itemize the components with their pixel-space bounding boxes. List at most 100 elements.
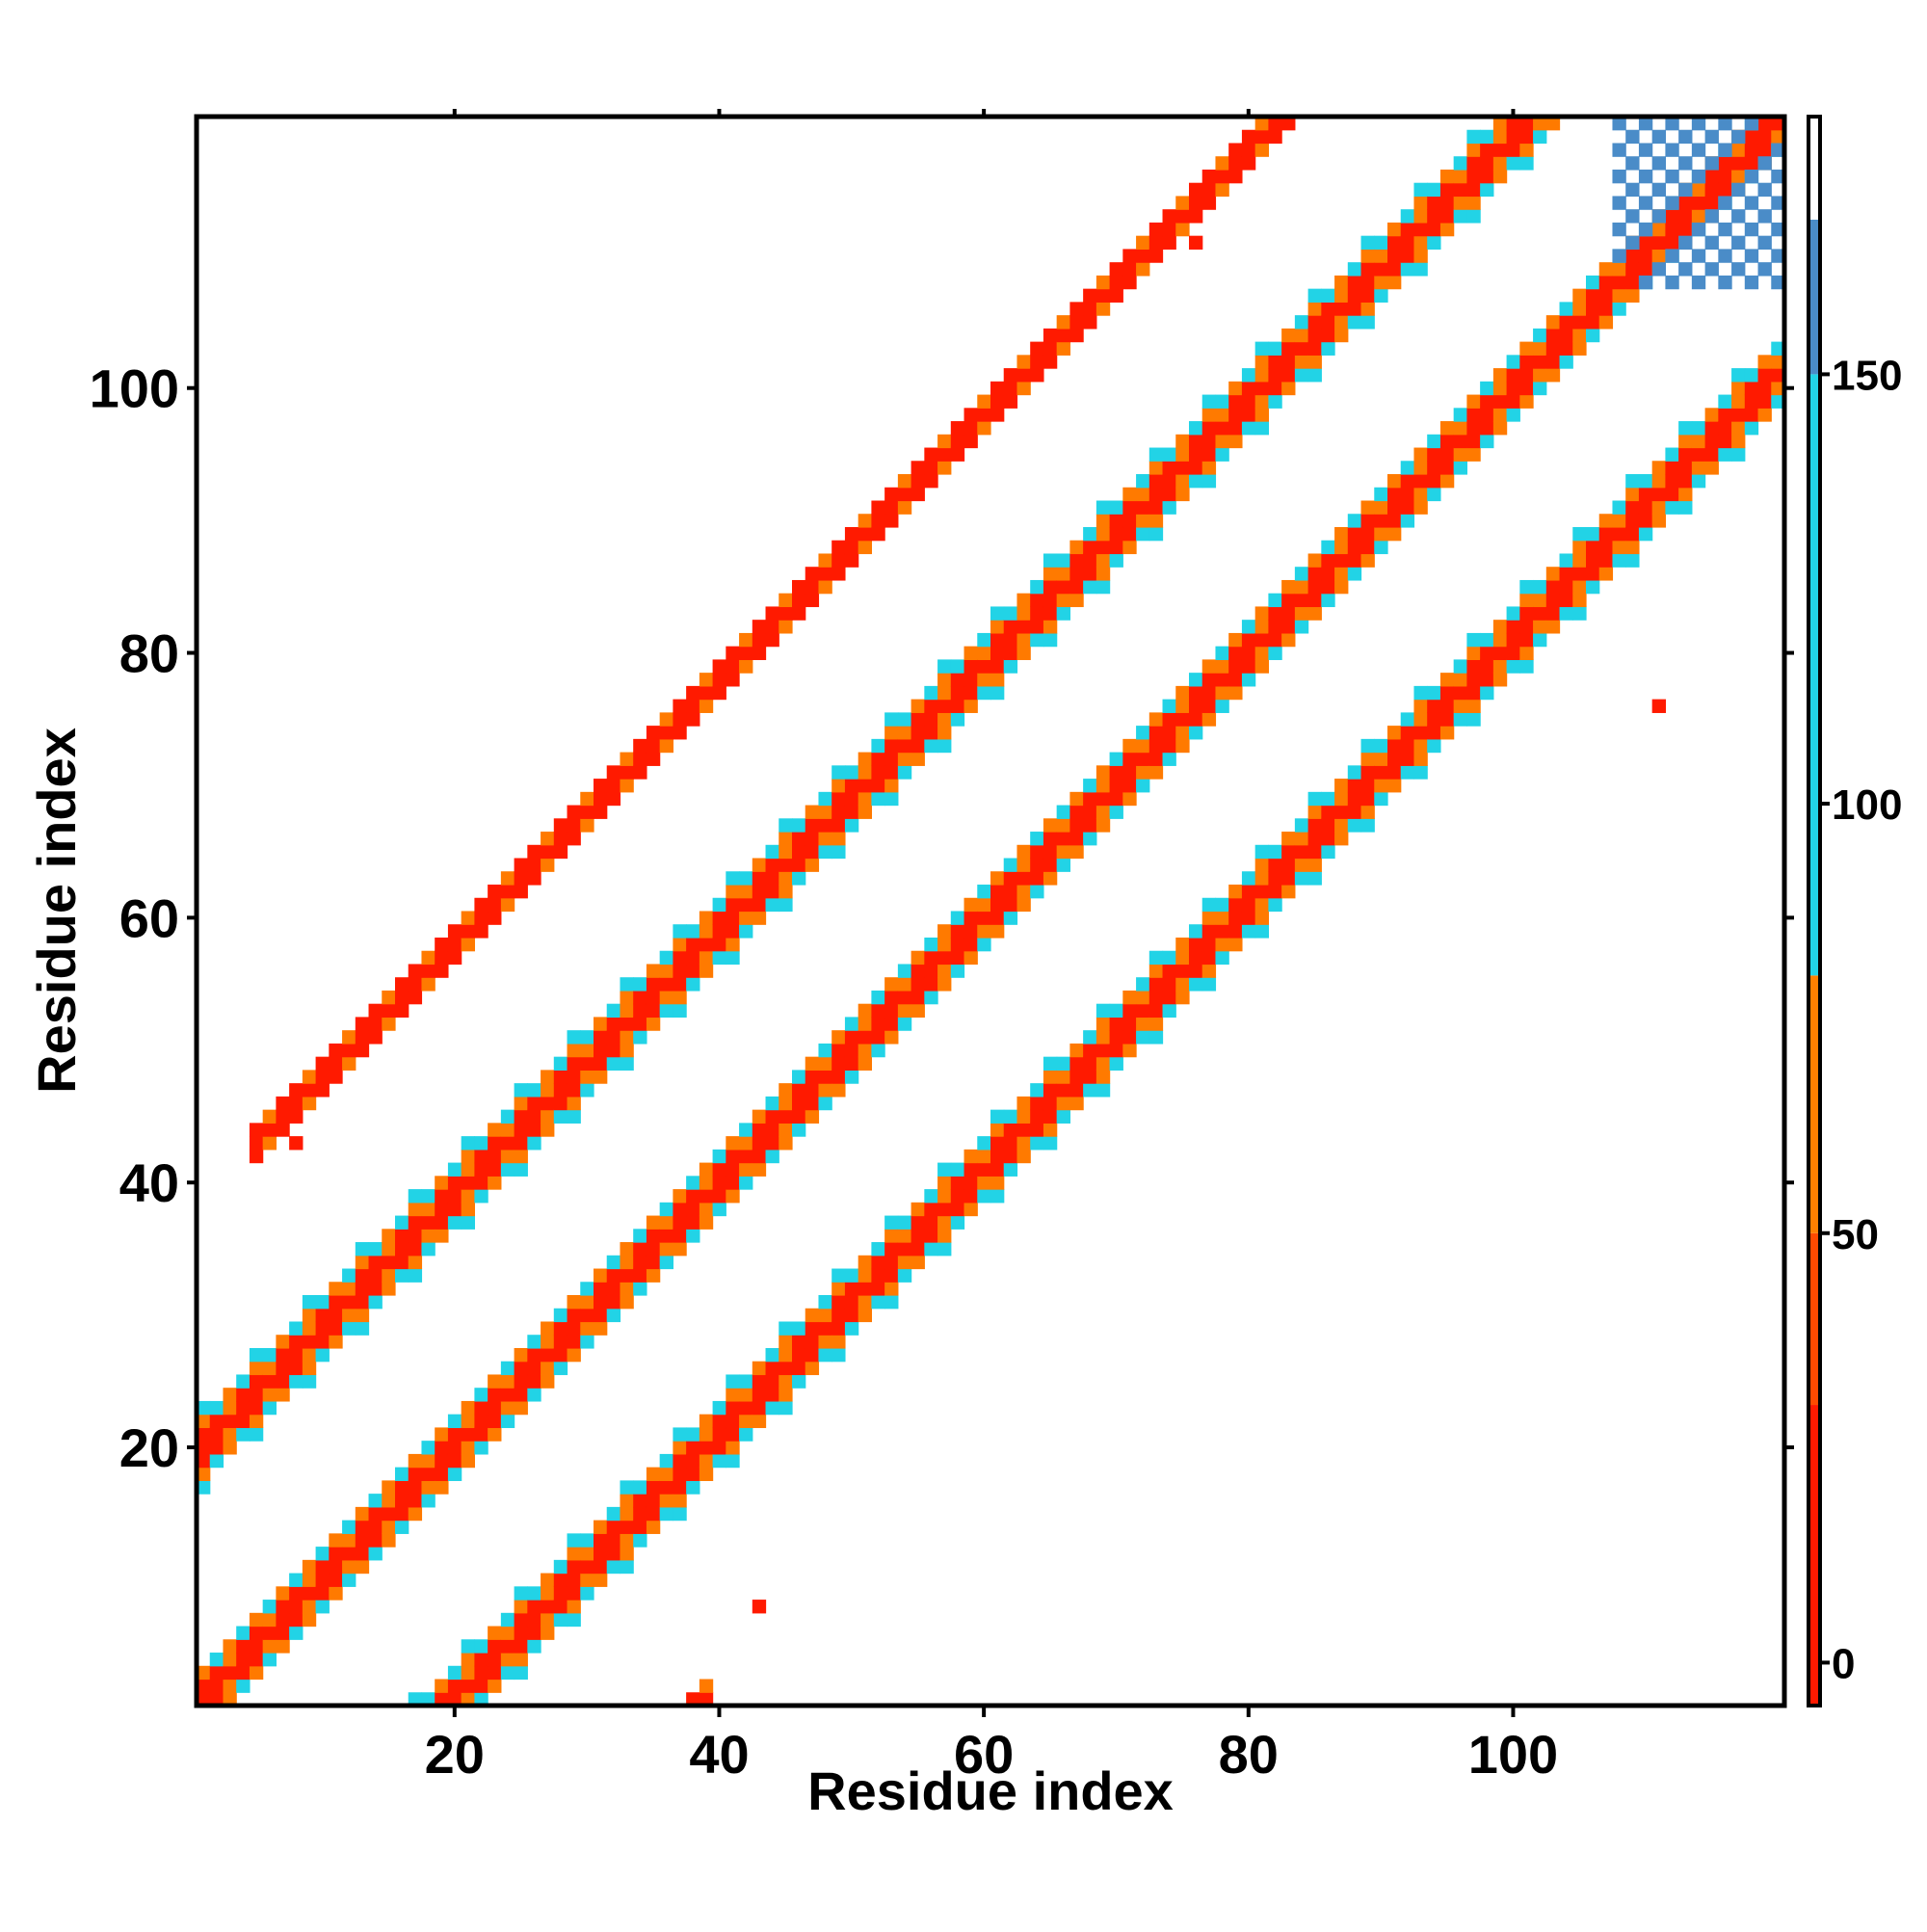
- heatmap-cell: [1360, 779, 1375, 793]
- heatmap-cell: [977, 659, 991, 674]
- heatmap-cell: [659, 726, 673, 740]
- heatmap-cell: [924, 474, 938, 489]
- heatmap-cell: [408, 1229, 423, 1243]
- heatmap-cell: [368, 1003, 383, 1019]
- heatmap-cell: [329, 1559, 343, 1575]
- heatmap-cell: [1228, 156, 1243, 171]
- heatmap-cell: [1480, 182, 1494, 198]
- heatmap-cell: [1162, 209, 1176, 224]
- heatmap-cell: [1003, 885, 1018, 899]
- heatmap-cell: [262, 1626, 277, 1640]
- heatmap-cell: [315, 1586, 330, 1601]
- heatmap-cell: [832, 1043, 846, 1058]
- heatmap-cell: [1189, 950, 1203, 966]
- heatmap-cell: [1095, 302, 1111, 316]
- heatmap-cell: [236, 1679, 251, 1693]
- heatmap-cell: [541, 832, 555, 846]
- heatmap-cell: [1678, 196, 1693, 210]
- heatmap-cell: [553, 1070, 568, 1084]
- heatmap-cell: [620, 752, 634, 766]
- heatmap-cell: [236, 1400, 251, 1416]
- heatmap-cell: [1704, 129, 1719, 145]
- heatmap-cell: [461, 1453, 475, 1469]
- heatmap-cell: [1360, 275, 1375, 290]
- heatmap-cell: [488, 885, 502, 899]
- y-tick-label: 60: [119, 887, 179, 948]
- heatmap-cell: [779, 606, 793, 621]
- heatmap-cell: [765, 858, 779, 872]
- heatmap-cell: [209, 1414, 224, 1429]
- heatmap-cell: [302, 1347, 317, 1363]
- heatmap-cell: [1241, 885, 1256, 899]
- heatmap-cell: [990, 685, 1005, 701]
- heatmap-cell: [1095, 1030, 1111, 1045]
- heatmap-cell: [262, 1639, 277, 1654]
- heatmap-cell: [1043, 1136, 1058, 1151]
- heatmap-cell: [1612, 249, 1626, 263]
- heatmap-cell: [1003, 1149, 1018, 1164]
- heatmap-cell: [1586, 540, 1600, 555]
- heatmap-cell: [1519, 156, 1534, 171]
- heatmap-cell: [1043, 1096, 1058, 1111]
- x-axis-label: Residue index: [807, 1760, 1174, 1821]
- heatmap-cell: [844, 553, 859, 568]
- heatmap-cell: [739, 1123, 753, 1137]
- heatmap-cell: [1466, 394, 1481, 409]
- heatmap-cell: [197, 1453, 211, 1469]
- heatmap-cell: [858, 765, 872, 780]
- heatmap-cell: [514, 1653, 528, 1667]
- heatmap-cell: [541, 1600, 555, 1614]
- heatmap-cell: [818, 1043, 832, 1058]
- heatmap-cell: [805, 832, 820, 846]
- heatmap-cell: [924, 1202, 938, 1217]
- heatmap-cell: [1148, 1030, 1164, 1045]
- heatmap-cell: [236, 1414, 251, 1429]
- heatmap-cell: [1175, 209, 1190, 224]
- heatmap-cell: [1533, 381, 1547, 396]
- heatmap-cell: [1638, 249, 1653, 263]
- heatmap-cell: [1506, 408, 1520, 422]
- heatmap-cell: [1480, 408, 1494, 422]
- heatmap-cell: [897, 1215, 912, 1230]
- heatmap-cell: [289, 1083, 304, 1098]
- heatmap-cell: [712, 1427, 726, 1442]
- heatmap-cell: [447, 937, 462, 952]
- heatmap-cell: [315, 1056, 330, 1071]
- heatmap-cell: [447, 1176, 462, 1190]
- heatmap-cell: [1109, 275, 1123, 290]
- heatmap-cell: [1201, 673, 1217, 687]
- heatmap-cell: [1281, 117, 1296, 131]
- heatmap-cell: [659, 964, 673, 978]
- heatmap-cell: [1148, 712, 1164, 727]
- heatmap-cell: [673, 1189, 687, 1204]
- heatmap-cell: [461, 1427, 475, 1442]
- heatmap-cell: [659, 977, 673, 992]
- heatmap-cell: [302, 1586, 317, 1601]
- heatmap-cell: [1175, 447, 1190, 462]
- heatmap-cell: [1228, 673, 1243, 687]
- heatmap-cell: [421, 1202, 436, 1217]
- heatmap-cell: [1003, 381, 1018, 396]
- heatmap-cell: [488, 1374, 502, 1389]
- heatmap-cell: [1056, 818, 1070, 833]
- heatmap-cell: [1492, 673, 1508, 687]
- heatmap-cell: [1122, 738, 1137, 754]
- heatmap-cell: [699, 1453, 714, 1469]
- heatmap-cell: [395, 1480, 409, 1495]
- heatmap-cell: [474, 924, 488, 939]
- heatmap-cell: [1625, 526, 1640, 542]
- heatmap-cell: [1731, 447, 1746, 462]
- heatmap-cell: [1413, 222, 1428, 237]
- heatmap-cell: [620, 1547, 634, 1561]
- heatmap-cell: [633, 1506, 647, 1522]
- heatmap-cell: [1731, 368, 1746, 383]
- heatmap-cell: [1268, 858, 1282, 872]
- heatmap-cell: [527, 1335, 541, 1349]
- heatmap-cell: [950, 685, 965, 701]
- heatmap-cell: [1360, 791, 1375, 807]
- heatmap-cell: [594, 779, 608, 793]
- heatmap-cell: [1043, 818, 1058, 833]
- heatmap-cell: [302, 1096, 317, 1111]
- heatmap-cell: [1545, 368, 1561, 383]
- heatmap-cell: [1228, 924, 1243, 939]
